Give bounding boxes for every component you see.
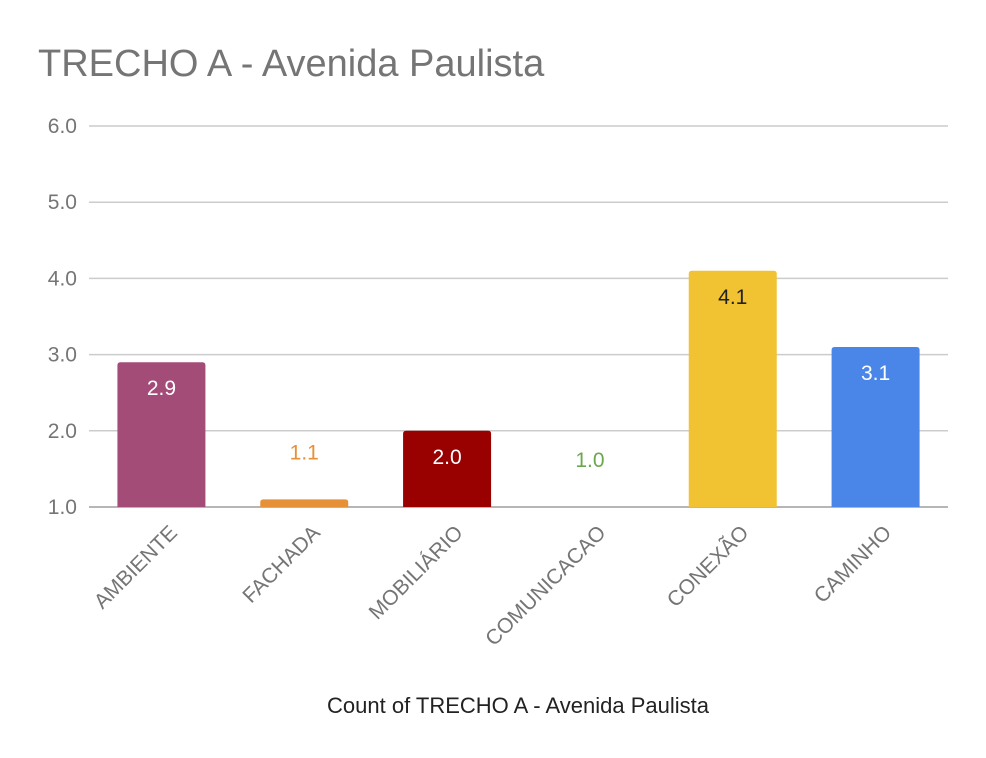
bars bbox=[117, 270, 920, 507]
chart-title: TRECHO A - Avenida Paulista bbox=[38, 43, 545, 85]
x-axis-categories: AMBIENTE FACHADA MOBILIÁRIO COMUNICACAO CONE… bbox=[90, 521, 896, 651]
y-tick-label: 3.0 bbox=[48, 344, 77, 367]
x-axis-label: Count of TRECHO A - Avenida Paulista bbox=[327, 693, 710, 718]
data-labels: 2.9 1.1 2.0 1.0 4.1 3.1 bbox=[147, 286, 890, 472]
data-label: 4.1 bbox=[718, 286, 747, 309]
y-tick-label: 4.0 bbox=[48, 267, 77, 290]
x-category-label: FACHADA bbox=[238, 521, 324, 607]
bar bbox=[831, 346, 920, 507]
x-category-label: CAMINHO bbox=[810, 521, 896, 607]
bar bbox=[260, 499, 349, 507]
y-tick-label: 2.0 bbox=[48, 420, 77, 443]
data-label: 3.1 bbox=[861, 362, 890, 385]
y-tick-label: 5.0 bbox=[48, 191, 77, 214]
data-label: 2.9 bbox=[147, 377, 176, 400]
x-category-label: COMUNICACAO bbox=[481, 521, 610, 650]
bar bbox=[117, 362, 206, 507]
data-label: 2.0 bbox=[432, 446, 461, 469]
gridlines bbox=[89, 125, 948, 508]
y-tick-label: 6.0 bbox=[48, 115, 77, 138]
x-category-label: MOBILIÁRIO bbox=[365, 521, 468, 624]
x-category-label: CONEXÃO bbox=[662, 521, 753, 612]
x-category-label: AMBIENTE bbox=[90, 521, 182, 613]
data-label: 1.0 bbox=[575, 449, 604, 472]
bar bbox=[688, 270, 777, 507]
data-label: 1.1 bbox=[290, 441, 319, 464]
y-tick-label: 1.0 bbox=[48, 496, 77, 519]
y-axis-ticks: 1.0 2.0 3.0 4.0 5.0 6.0 bbox=[48, 115, 77, 519]
bar bbox=[403, 430, 492, 507]
